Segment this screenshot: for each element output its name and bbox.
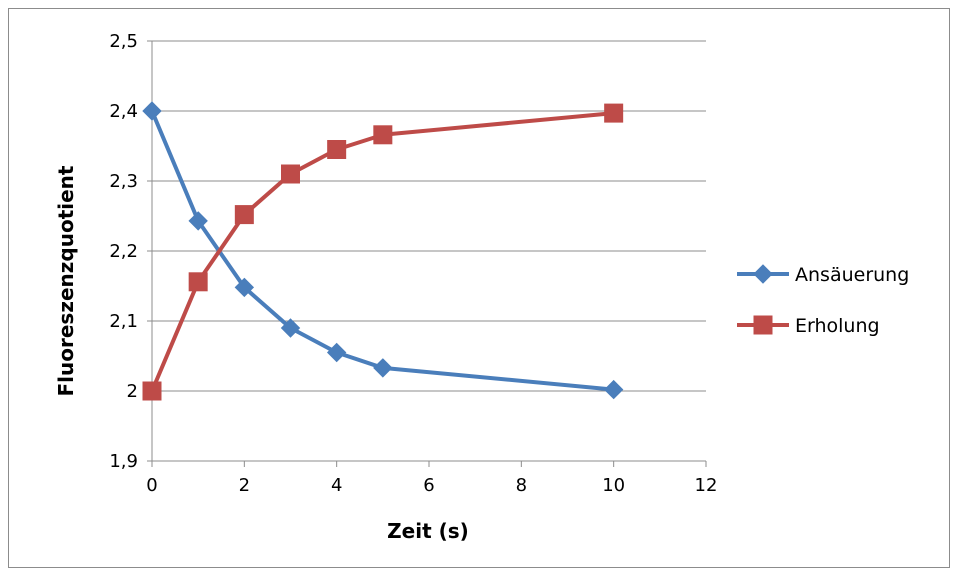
data-point [373, 358, 393, 378]
legend: Ansäuerung Erholung [737, 264, 909, 337]
x-tick-label: 6 [423, 475, 434, 496]
legend-label: Ansäuerung [795, 264, 909, 286]
y-tick-label: 2,2 [109, 241, 138, 262]
data-point [142, 101, 162, 121]
line-chart: 1,9 2 2,1 2,2 2,3 2,4 2,5 0 2 4 6 8 10 12 Ansäuerung E… [54, 31, 909, 543]
data-point [234, 277, 255, 298]
y-axis-title: Fluoreszenzquotient [54, 165, 78, 396]
data-point [188, 211, 208, 231]
y-tick-label: 2,1 [109, 311, 138, 332]
data-point [604, 103, 624, 123]
x-tick-label: 2 [239, 475, 250, 496]
data-point [373, 125, 393, 145]
data-point [327, 140, 347, 159]
axes: 1,9 2 2,1 2,2 2,3 2,4 2,5 0 2 4 6 8 10 12 [109, 31, 717, 496]
x-tick-label: 12 [695, 475, 718, 496]
legend-entry: Ansäuerung [737, 264, 909, 286]
legend-marker [753, 264, 773, 284]
chart-area: 1,9 2 2,1 2,2 2,3 2,4 2,5 0 2 4 6 8 10 12 Ansäuerung E… [8, 8, 950, 568]
data-point [188, 272, 208, 292]
data-point [326, 342, 347, 363]
plot-series [142, 101, 624, 401]
legend-entry: Erholung [737, 315, 880, 337]
series-0 [142, 101, 624, 400]
x-axis-title: Zeit (s) [387, 519, 469, 543]
x-tick-label: 8 [516, 475, 527, 496]
x-tick-label: 4 [331, 475, 342, 496]
y-tick-label: 2 [127, 381, 138, 402]
data-point [142, 381, 162, 401]
y-tick-label: 2,5 [109, 31, 138, 52]
legend-label: Erholung [795, 315, 880, 337]
legend-marker [753, 315, 773, 335]
data-point [281, 164, 300, 184]
data-point [280, 318, 301, 338]
y-tick-label: 2,4 [109, 101, 138, 122]
x-tick-label: 0 [146, 475, 157, 496]
series-1 [142, 103, 624, 401]
data-point [603, 379, 624, 400]
y-tick-label: 1,9 [109, 451, 138, 472]
data-point [234, 205, 254, 225]
y-tick-label: 2,3 [109, 171, 138, 192]
x-tick-label: 10 [602, 475, 625, 496]
